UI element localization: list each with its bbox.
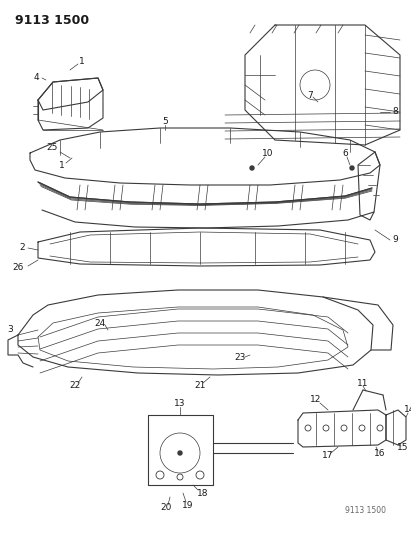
Text: 9113 1500: 9113 1500 [15,14,89,27]
Text: 2: 2 [19,244,25,253]
Text: 9: 9 [392,236,398,245]
Text: 13: 13 [174,399,186,408]
Text: 19: 19 [182,500,194,510]
Text: 7: 7 [307,91,313,100]
Text: 25: 25 [46,143,58,152]
Text: 10: 10 [262,149,274,157]
Text: 18: 18 [197,489,209,497]
Circle shape [178,451,182,455]
Text: 12: 12 [310,395,322,405]
Text: 9113 1500: 9113 1500 [345,506,386,515]
Text: 21: 21 [194,381,206,390]
Circle shape [250,166,254,170]
Text: 8: 8 [392,108,398,117]
Text: 5: 5 [162,117,168,126]
Text: 6: 6 [342,149,348,157]
Text: 4: 4 [33,74,39,83]
Text: 3: 3 [7,326,13,335]
Text: 14: 14 [404,406,411,415]
Text: 1: 1 [59,160,65,169]
Text: 26: 26 [12,263,24,272]
Text: 20: 20 [160,504,172,513]
Circle shape [350,166,354,170]
Text: 22: 22 [69,381,81,390]
Text: 15: 15 [397,442,409,451]
Text: 11: 11 [357,378,369,387]
Text: 1: 1 [79,58,85,67]
Text: 17: 17 [322,450,334,459]
Text: 16: 16 [374,448,386,457]
Text: 24: 24 [95,319,106,327]
Text: 23: 23 [234,352,246,361]
